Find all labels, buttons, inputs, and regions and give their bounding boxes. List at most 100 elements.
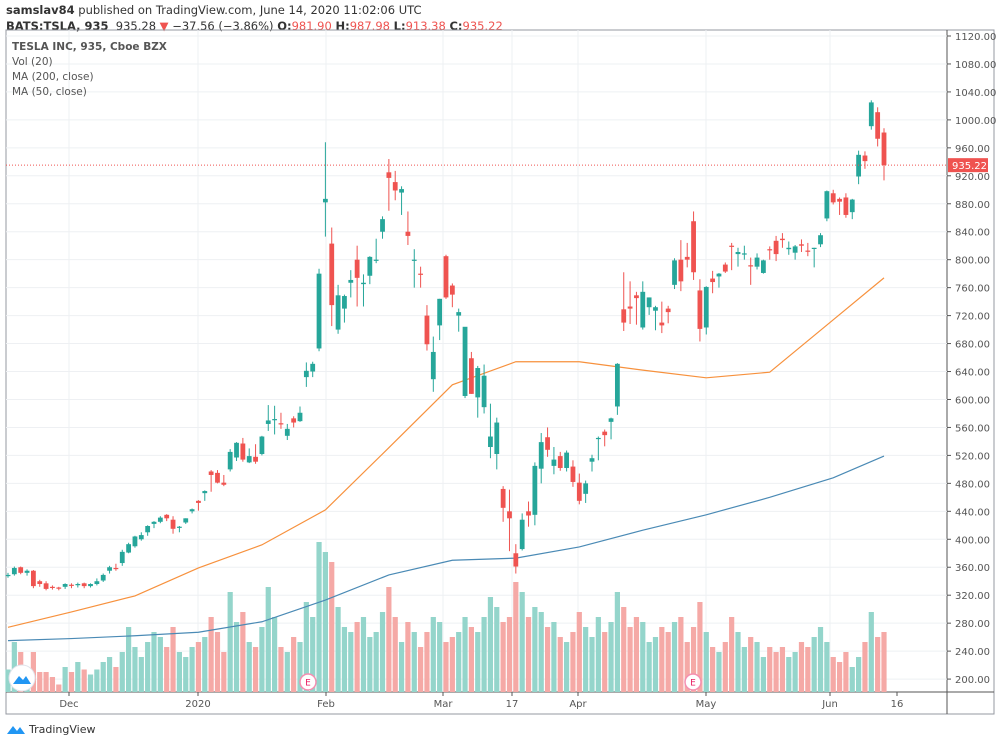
candle-down	[634, 295, 639, 299]
volume-bar	[798, 642, 805, 692]
candle-up	[583, 483, 589, 494]
candle-up	[88, 584, 93, 587]
candle-up	[94, 581, 100, 585]
volume-bar	[741, 647, 747, 692]
volume-bar	[138, 657, 144, 692]
volume-bar	[354, 622, 360, 692]
candle-down	[500, 488, 506, 508]
candle-down	[291, 418, 297, 423]
price-tick-label: 760.00	[955, 284, 990, 295]
candle-down	[830, 193, 836, 203]
candle-up	[538, 442, 544, 469]
volume-bar	[544, 627, 551, 692]
price-tick-label: 640.00	[955, 368, 990, 379]
volume-bar	[875, 637, 881, 692]
volume-bar	[754, 642, 760, 692]
candle-up	[367, 256, 373, 276]
time-tick-label: Apr	[569, 699, 587, 710]
candle-up	[735, 251, 741, 255]
volume-bar	[164, 647, 170, 692]
candle-up	[760, 260, 766, 273]
author-name[interactable]: samslav84	[6, 3, 75, 17]
candle-down	[449, 285, 455, 295]
candle-down	[30, 570, 36, 587]
price-tick-label: 920.00	[955, 172, 990, 183]
volume-bar	[418, 647, 424, 692]
volume-bar	[595, 617, 601, 692]
candle-up	[151, 521, 157, 524]
footer-brand[interactable]: TradingView	[6, 722, 95, 736]
tradingview-badge[interactable]	[8, 664, 36, 692]
candle-down	[805, 250, 811, 252]
candle-down	[557, 456, 563, 468]
candle-down	[659, 322, 665, 326]
volume-bar	[348, 632, 354, 692]
time-tick-label: May	[696, 699, 717, 710]
candle-up	[849, 199, 855, 213]
candle-up	[741, 253, 747, 255]
candle-down	[443, 256, 449, 298]
volume-bar	[735, 632, 741, 692]
candle-down	[240, 443, 246, 460]
candle-up	[145, 525, 151, 533]
volume-bar	[379, 612, 386, 692]
volume-bar	[449, 637, 455, 692]
candle-up	[824, 191, 830, 219]
volume-bar	[481, 617, 487, 692]
legend-ma50[interactable]: MA (50, close)	[12, 86, 87, 98]
volume-bar	[252, 647, 259, 692]
earnings-marker[interactable]	[299, 673, 317, 691]
tradingview-logo-icon	[7, 726, 25, 734]
volume-bar	[849, 667, 855, 692]
candle-up	[373, 259, 379, 261]
volume-bar	[525, 617, 532, 692]
volume-bar	[233, 622, 240, 692]
candle-up	[754, 257, 760, 267]
volume-bar	[126, 627, 132, 692]
candle-up	[138, 535, 144, 540]
volume-bar	[576, 612, 582, 692]
volume-bar	[779, 647, 786, 692]
volume-bar	[862, 642, 868, 692]
volume-bar	[621, 607, 627, 692]
candle-up	[672, 260, 677, 285]
candle-up	[811, 247, 817, 249]
candle-up	[716, 273, 722, 277]
volume-bar	[37, 672, 43, 692]
volume-bar	[176, 652, 182, 692]
candle-down	[253, 456, 258, 462]
low-label: L:	[393, 19, 406, 33]
candle-down	[113, 567, 119, 570]
volume-bar	[189, 647, 195, 692]
price-tick-label: 360.00	[955, 563, 990, 574]
earnings-marker[interactable]	[684, 673, 702, 691]
candle-down	[684, 256, 690, 260]
candle-down	[50, 586, 55, 589]
legend-volume[interactable]: Vol (20)	[12, 56, 53, 68]
candle-down	[837, 198, 842, 202]
current-price-tag	[948, 158, 988, 173]
candle-up	[272, 419, 278, 421]
candle-up	[595, 437, 601, 440]
volume-bar	[684, 642, 690, 692]
price-tick-label: 480.00	[955, 479, 990, 490]
volume-bar	[240, 612, 246, 692]
volume-bar	[564, 642, 570, 692]
volume-bar	[272, 617, 278, 692]
candle-down	[170, 519, 176, 529]
candle-down	[43, 583, 49, 589]
candle-down	[665, 308, 671, 313]
candle-down	[862, 155, 868, 162]
legend-ma200[interactable]: MA (200, close)	[12, 71, 94, 83]
volume-bar	[538, 612, 544, 692]
volume-bar	[551, 622, 557, 692]
candle-down	[196, 500, 201, 503]
volume-bar	[5, 669, 11, 692]
price-tick-label: 1080.00	[955, 60, 996, 71]
candle-up	[126, 544, 132, 553]
legend-title[interactable]: TESLA INC, 935, Cboe BZX	[12, 41, 167, 53]
volume-bar	[87, 674, 94, 692]
candle-up	[132, 536, 138, 547]
candle-down	[354, 259, 360, 278]
